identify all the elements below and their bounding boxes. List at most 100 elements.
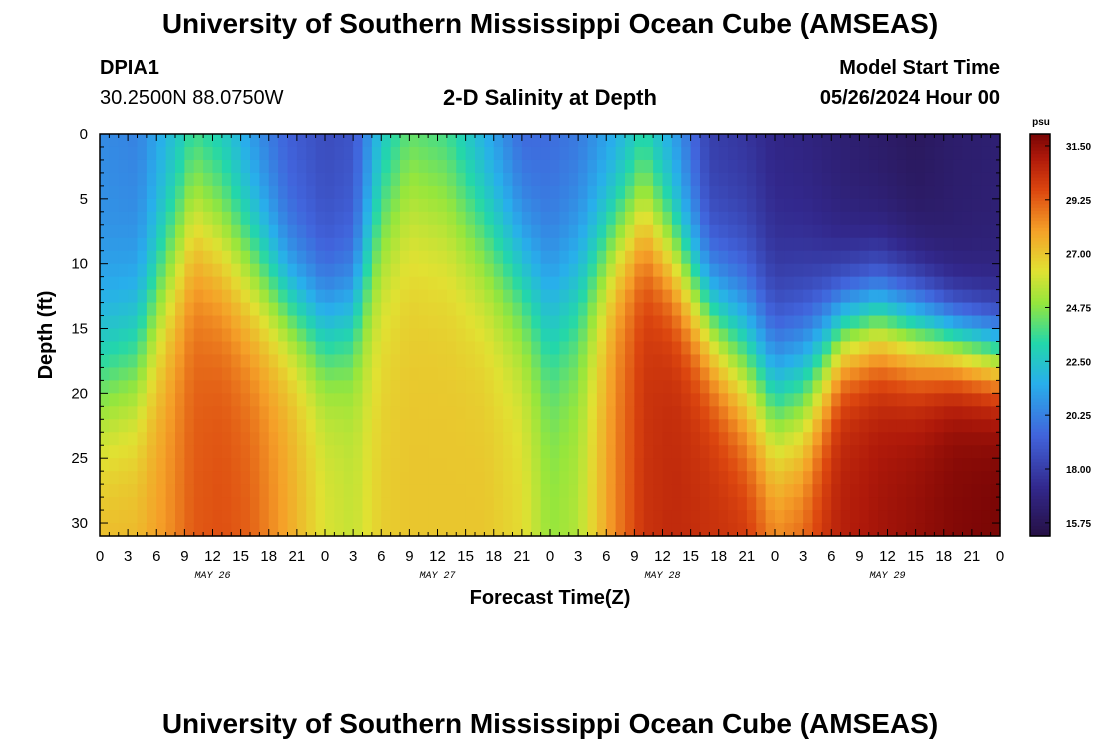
heatmap-cell [943, 484, 954, 498]
colorbar-segment [1030, 301, 1050, 306]
heatmap-cell [446, 341, 457, 356]
heatmap-cell [737, 419, 748, 433]
heatmap-cell [315, 302, 326, 317]
heatmap-cell [240, 497, 251, 511]
heatmap-cell [625, 328, 635, 343]
heatmap-cell [212, 134, 223, 148]
heatmap-cell [709, 432, 720, 446]
heatmap-cell [737, 146, 748, 161]
heatmap-cell [465, 393, 476, 407]
heatmap-cell [362, 458, 373, 472]
heatmap-cell [596, 497, 607, 511]
heatmap-cell [128, 497, 139, 511]
chart-title: University of Southern Mississippi Ocean… [161, 8, 939, 39]
heatmap-cell [990, 159, 1001, 174]
heatmap-cell [653, 276, 664, 291]
heatmap-cell [465, 146, 476, 161]
heatmap-cell [325, 134, 335, 148]
heatmap-cell [418, 315, 429, 330]
heatmap-cell [775, 484, 785, 498]
heatmap-cell [671, 185, 682, 200]
heatmap-cell [990, 146, 1001, 161]
heatmap-cell [268, 432, 279, 446]
heatmap-cell [831, 471, 842, 485]
heatmap-cell [315, 367, 326, 381]
heatmap-cell [428, 237, 439, 252]
heatmap-cell [821, 185, 832, 200]
heatmap-cell [634, 224, 645, 239]
heatmap-cell [850, 328, 860, 343]
heatmap-cell [409, 185, 420, 200]
heatmap-cell [250, 393, 260, 407]
heatmap-cell [531, 484, 542, 498]
heatmap-cell [259, 484, 270, 498]
heatmap-cell [465, 289, 476, 304]
heatmap-cell [906, 393, 917, 407]
heatmap-cell [662, 134, 673, 148]
heatmap-cell [981, 302, 992, 317]
heatmap-cell [193, 276, 204, 291]
heatmap-cell [184, 134, 195, 148]
heatmap-cell [643, 315, 654, 330]
heatmap-cell [859, 224, 870, 239]
heatmap-cell [540, 276, 551, 291]
heatmap-cell [287, 328, 298, 343]
heatmap-cell [484, 302, 495, 317]
heatmap-cell [334, 406, 345, 420]
day-label: MAY 26 [194, 571, 230, 582]
heatmap-cell [400, 419, 410, 433]
heatmap-cell [259, 445, 270, 459]
heatmap-cell [137, 328, 148, 343]
heatmap-cell [596, 406, 607, 420]
heatmap-cell [390, 237, 401, 252]
heatmap-cell [137, 237, 148, 252]
heatmap-cell [700, 471, 710, 485]
heatmap-cell [306, 510, 317, 524]
heatmap-cell [925, 393, 935, 407]
heatmap-cell [568, 445, 579, 459]
heatmap-cell [831, 276, 842, 291]
heatmap-cell [418, 432, 429, 446]
heatmap-cell [700, 302, 710, 317]
heatmap-cell [512, 224, 523, 239]
colorbar-segment [1030, 438, 1050, 443]
heatmap-cell [165, 445, 176, 459]
heatmap-cell [409, 159, 420, 174]
heatmap-cell [184, 250, 195, 265]
heatmap-cell [662, 146, 673, 161]
heatmap-cell [128, 367, 139, 381]
heatmap-cell [737, 289, 748, 304]
heatmap-cell [850, 224, 860, 239]
heatmap-cell [278, 250, 289, 265]
heatmap-cell [437, 354, 448, 369]
heatmap-cell [456, 523, 467, 537]
heatmap-cell [390, 497, 401, 511]
heatmap-cell [231, 458, 242, 472]
heatmap-cell [109, 146, 120, 161]
colorbar-segment [1030, 167, 1050, 172]
heatmap-cell [296, 471, 307, 485]
heatmap-cell [821, 458, 832, 472]
heatmap-cell [634, 185, 645, 200]
heatmap-cell [165, 354, 176, 369]
heatmap-cell [953, 185, 964, 200]
heatmap-cell [156, 146, 167, 161]
heatmap-cell [653, 497, 664, 511]
heatmap-cell [793, 484, 804, 498]
colorbar-tick-label: 29.25 [1066, 196, 1091, 207]
heatmap-cell [925, 185, 935, 200]
heatmap-cell [156, 497, 167, 511]
heatmap-cell [287, 445, 298, 459]
heatmap-cell [690, 497, 701, 511]
heatmap-cell [709, 497, 720, 511]
heatmap-cell [840, 367, 851, 381]
heatmap-cell [953, 302, 964, 317]
heatmap-cell [343, 315, 354, 330]
heatmap-cell [934, 367, 945, 381]
heatmap-cell [400, 328, 410, 343]
heatmap-cell [100, 445, 110, 459]
heatmap-cell [596, 510, 607, 524]
heatmap-cell [840, 315, 851, 330]
heatmap-cell [137, 263, 148, 278]
heatmap-cell [353, 458, 364, 472]
